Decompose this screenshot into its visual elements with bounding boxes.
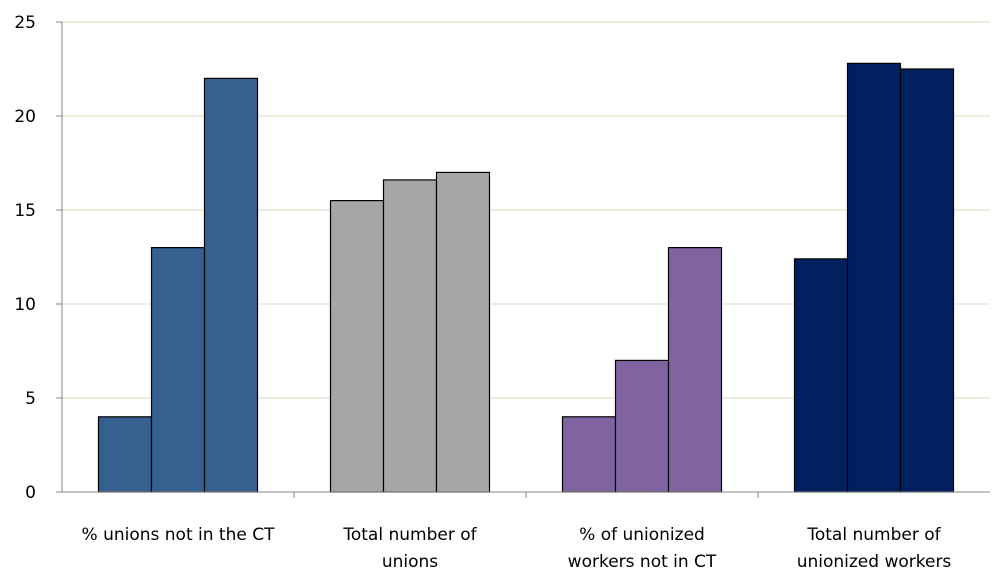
- category-label: Total number of: [806, 525, 941, 545]
- bar: [435, 171, 491, 493]
- category-label: Total number of: [342, 525, 477, 545]
- bar: [667, 247, 723, 493]
- bar: [614, 359, 670, 493]
- bar: [793, 258, 849, 493]
- y-tick-label: 20: [14, 107, 36, 127]
- y-tick-label: 25: [14, 13, 36, 33]
- category-label: unions: [382, 552, 438, 572]
- y-tick-label: 5: [25, 389, 36, 409]
- category-label: % of unionized: [579, 525, 705, 545]
- bar: [150, 247, 206, 493]
- category-label: % unions not in the CT: [82, 525, 276, 545]
- category-label: workers not in CT: [568, 552, 717, 572]
- axes: [56, 21, 990, 498]
- y-tick-label: 15: [14, 201, 36, 221]
- y-tick-labels: 0 5 10 15 20 25: [14, 13, 36, 503]
- category-label: unionized workers: [797, 552, 952, 572]
- bar: [561, 416, 617, 493]
- bar: [97, 416, 153, 493]
- bar: [846, 62, 902, 493]
- bar: [899, 68, 955, 493]
- category-labels: % unions not in the CT Total number of uni…: [82, 525, 952, 572]
- bar: [203, 77, 259, 493]
- bar: [382, 179, 438, 493]
- bars: [97, 62, 955, 493]
- bar: [329, 200, 385, 493]
- y-tick-label: 10: [14, 295, 36, 315]
- y-tick-label: 0: [25, 483, 36, 503]
